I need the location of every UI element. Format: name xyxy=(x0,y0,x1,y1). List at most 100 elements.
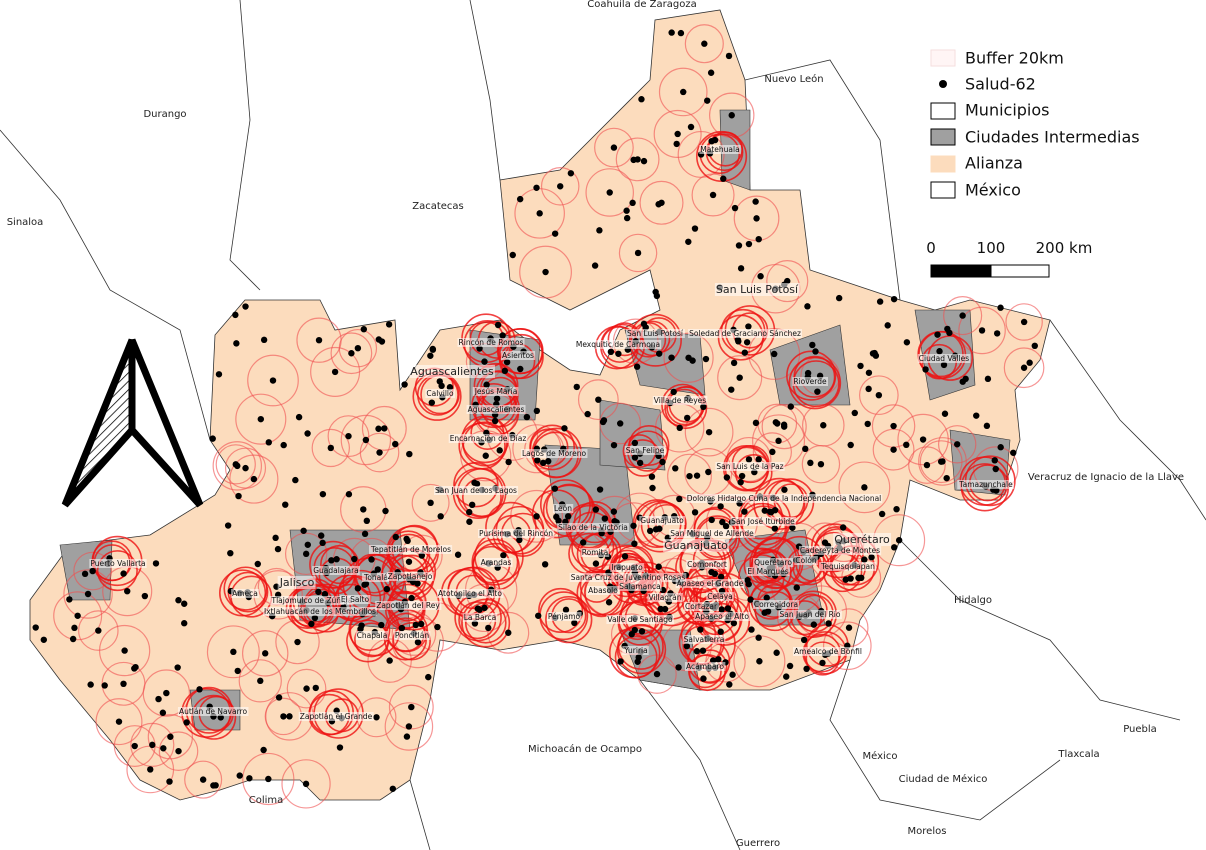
salud-point xyxy=(748,626,755,633)
buffer xyxy=(529,424,576,471)
salud-point xyxy=(903,441,910,449)
salud-point xyxy=(516,536,523,544)
city-label: Purísima del Rincón xyxy=(479,529,553,538)
salud-point xyxy=(121,647,128,654)
label-background xyxy=(231,589,259,598)
salud-point xyxy=(592,506,600,513)
label-background xyxy=(683,602,719,611)
salud-point xyxy=(302,780,310,788)
salud-point xyxy=(392,533,399,541)
city-label: Zapotlanejo xyxy=(388,572,433,581)
salud-point xyxy=(861,556,868,563)
buffer xyxy=(98,624,151,677)
salud-point xyxy=(571,619,578,627)
salud-point xyxy=(315,588,322,596)
salud-point xyxy=(634,249,642,257)
salud-point xyxy=(345,432,352,440)
buffer xyxy=(470,415,505,450)
buffer xyxy=(801,403,845,447)
salud-point xyxy=(953,441,961,448)
buffer xyxy=(286,668,327,709)
salud-point xyxy=(890,446,897,453)
buffer xyxy=(761,404,807,450)
salud-point xyxy=(693,648,701,655)
salud-point xyxy=(730,619,738,627)
salud-point xyxy=(652,288,659,296)
salud-point xyxy=(275,694,283,701)
salud-point xyxy=(984,375,992,383)
salud-point xyxy=(312,684,319,692)
salud-point xyxy=(542,268,549,276)
region-label: México xyxy=(863,750,898,762)
salud-point xyxy=(752,198,759,205)
salud-point xyxy=(375,425,382,432)
buffer xyxy=(384,702,434,751)
salud-point xyxy=(709,191,717,199)
salud-point xyxy=(631,454,639,461)
salud-point xyxy=(567,170,575,177)
label-background xyxy=(663,539,730,552)
city-label: Encarnación de Díaz xyxy=(450,434,527,443)
label-background xyxy=(669,529,756,538)
salud-point xyxy=(333,556,340,563)
salud-point xyxy=(735,242,743,249)
salud-point xyxy=(997,444,1004,451)
city-label: Corregidora xyxy=(754,600,798,609)
salud-point xyxy=(292,476,299,484)
salud-point xyxy=(398,624,406,632)
salud-point xyxy=(509,251,516,259)
salud-point xyxy=(533,184,540,191)
label-background xyxy=(694,612,751,621)
salud-point xyxy=(250,475,258,483)
salud-point xyxy=(327,444,334,452)
buffer xyxy=(859,375,899,416)
city-label: Asientos xyxy=(502,351,534,360)
salud-point xyxy=(427,352,434,359)
label-background xyxy=(730,517,797,526)
salud-point xyxy=(389,785,397,792)
salud-point xyxy=(825,620,832,627)
salud-point xyxy=(631,439,639,447)
salud-point xyxy=(584,410,591,418)
scale-segment xyxy=(990,264,1050,278)
salud-point xyxy=(878,510,886,518)
salud-point xyxy=(505,458,512,466)
salud-point xyxy=(425,673,432,681)
label-background xyxy=(778,610,842,619)
city-label: Tonalá xyxy=(363,573,388,582)
region-label: Durango xyxy=(143,109,186,120)
label-background xyxy=(957,480,1015,489)
salud-point xyxy=(687,123,695,131)
salud-point xyxy=(683,642,691,650)
salud-point xyxy=(919,436,927,443)
city-label: Cadereyta de Montes xyxy=(800,546,880,555)
buffer xyxy=(53,591,103,641)
buffer xyxy=(235,393,287,445)
salud-point xyxy=(705,428,713,436)
salud-point xyxy=(737,479,744,486)
salud-point xyxy=(149,741,156,749)
salud-point xyxy=(580,539,587,546)
city-label: Salvatierra xyxy=(684,635,725,644)
salud-point xyxy=(747,596,754,603)
label-background xyxy=(752,600,800,609)
buffer xyxy=(538,587,584,633)
salud-point xyxy=(319,539,326,547)
salud-point xyxy=(378,621,385,629)
salud-point xyxy=(847,441,854,449)
salud-point xyxy=(864,420,871,428)
buffer xyxy=(677,130,725,178)
buffer xyxy=(242,752,295,806)
salud-point xyxy=(940,361,948,369)
city-label: Autlán de Navarro xyxy=(179,707,248,716)
salud-point xyxy=(373,714,380,721)
salud-point xyxy=(623,207,630,214)
salud-point xyxy=(246,775,253,782)
salud-point xyxy=(771,525,779,532)
salud-point xyxy=(209,435,216,442)
salud-point xyxy=(174,664,181,671)
buffer xyxy=(215,444,256,485)
label-background xyxy=(269,596,354,605)
salud-point xyxy=(752,419,760,427)
salud-point xyxy=(280,713,287,720)
